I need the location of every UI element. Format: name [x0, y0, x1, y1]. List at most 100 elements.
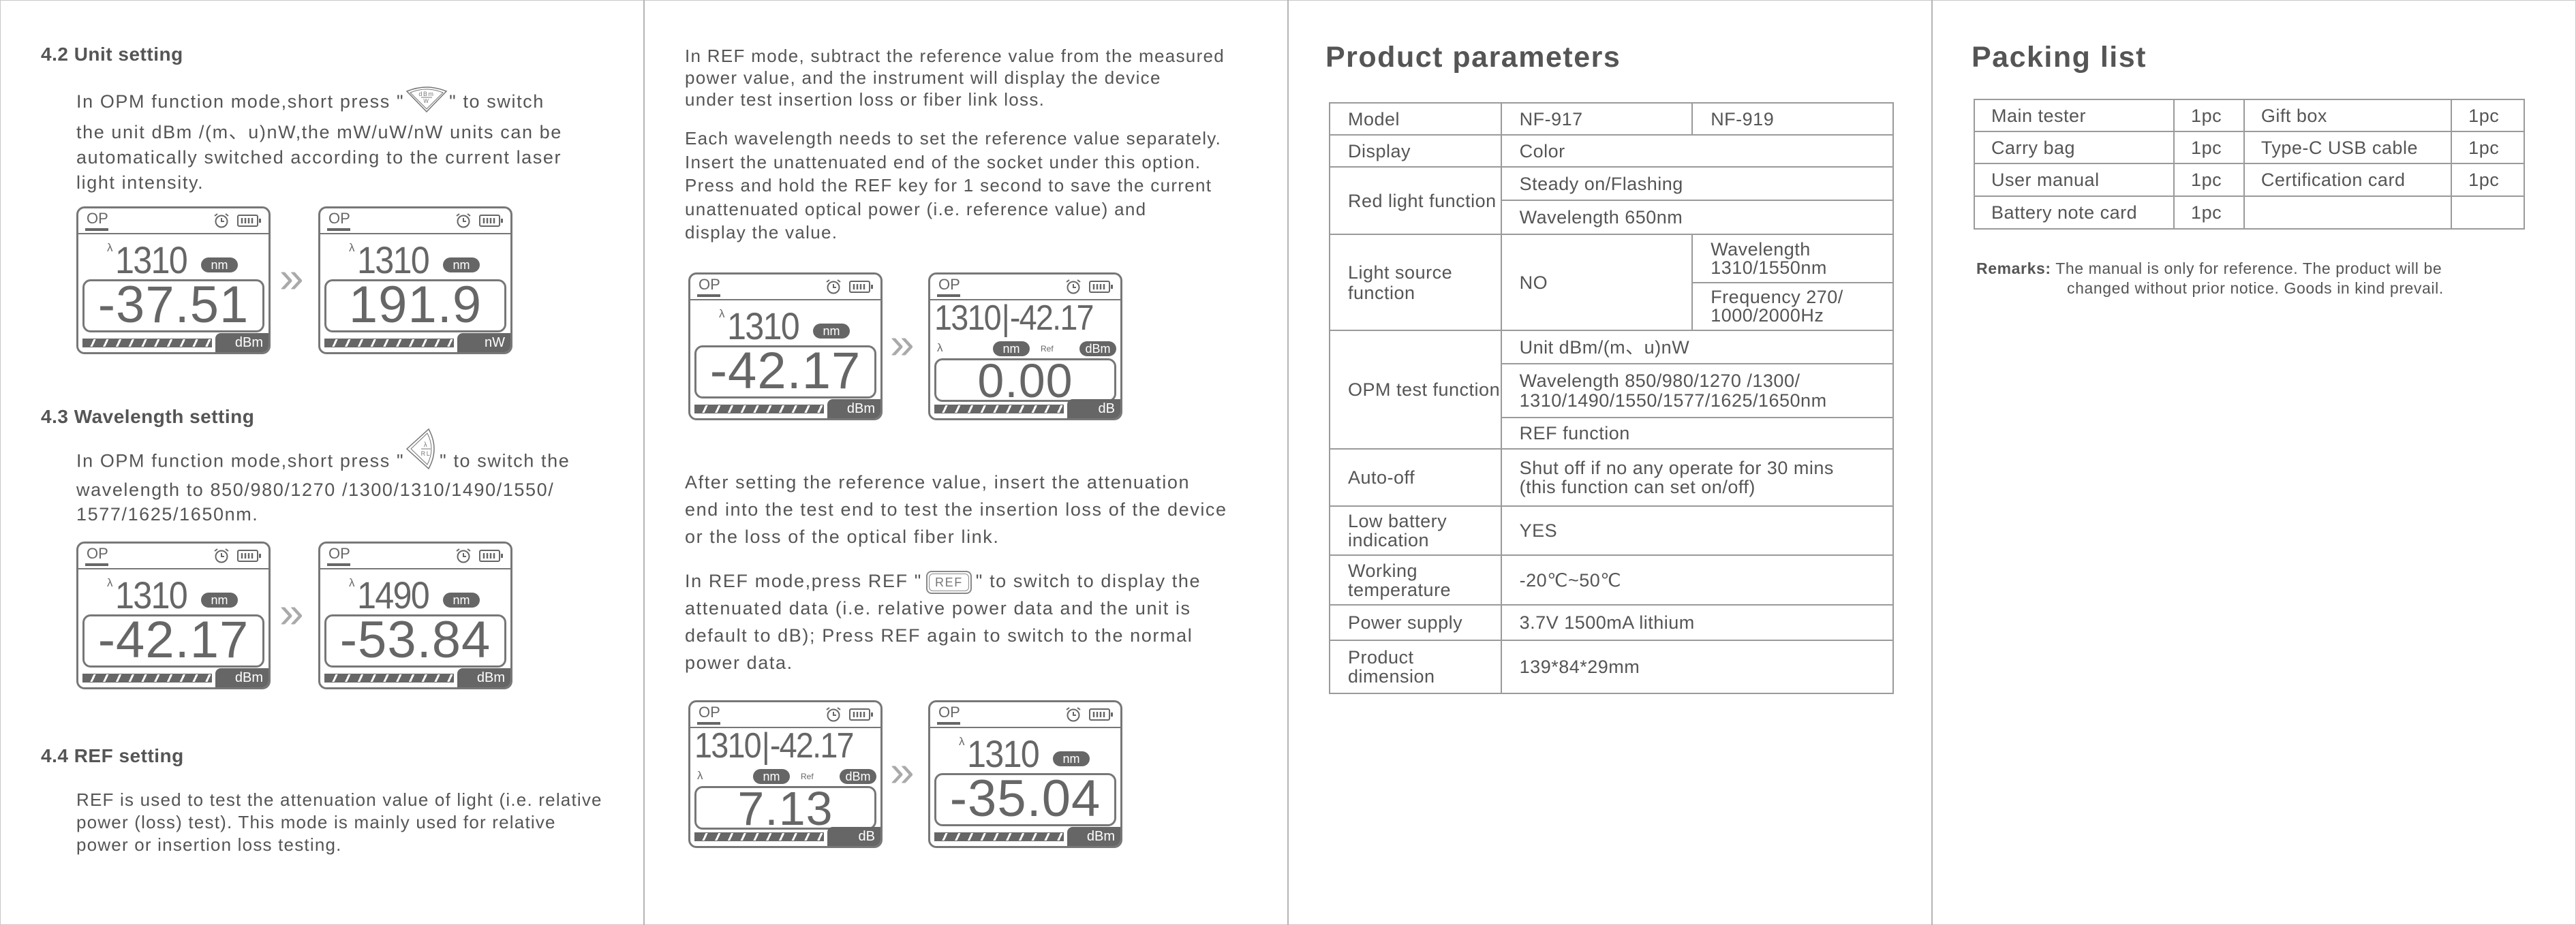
table-row: Auto-off Shut off if no any operate for 3…	[1329, 448, 1895, 507]
param-value: 3.7V 1500mA lithium	[1500, 604, 1895, 641]
ref-mode-text: In REF mode, subtract the reference valu…	[685, 45, 1225, 110]
ref-wavelength-text: Each wavelength needs to set the referen…	[685, 127, 1221, 245]
battery-icon	[237, 549, 262, 566]
param-label: Low battery indication	[1329, 505, 1502, 556]
lcd-screen: OP 1310|-42.17 λ nm Ref dBm 0.00 dB	[928, 272, 1122, 420]
battery-icon	[479, 549, 504, 566]
lambda-label: λ	[107, 576, 113, 589]
param-value: Wavelength 1310/1550nm	[1691, 234, 1894, 283]
ref-setting-text: REF is used to test the attenuation valu…	[76, 789, 602, 856]
lcd-mode-label: OP	[938, 704, 960, 721]
lcd-screen: OP λ 1310 nm -42.17 dBm	[688, 272, 883, 420]
param-value: 139*84*29mm	[1500, 640, 1895, 694]
lambda-rl-key-icon: λ RL	[404, 426, 440, 477]
lcd-value: -42.17	[82, 614, 264, 668]
alarm-clock-icon	[825, 279, 842, 298]
lcd-nm-badge: nm	[201, 257, 238, 272]
lcd-header: OP	[690, 275, 880, 300]
table-row: Frequency 270/ 1000/2000Hz	[1330, 282, 1894, 331]
lcd-mode-underline	[937, 722, 960, 725]
text: In OPM function mode,short press "	[76, 450, 405, 471]
page-title: Packing list	[1972, 41, 2147, 74]
unit-setting-text: In OPM function mode,short press " dBm W " …	[76, 86, 562, 195]
section-title-ref-setting: 4.4 REF setting	[41, 745, 184, 766]
lcd-header: OP	[320, 544, 510, 569]
lcd-nm-badge: nm	[1053, 751, 1090, 766]
remarks-text: changed without prior notice. Goods in k…	[2067, 279, 2444, 297]
lcd-mode-label: OP	[87, 210, 108, 227]
section-title-wavelength-setting: 4.3 Wavelength setting	[41, 406, 255, 427]
wavelength-setting-text: In OPM function mode,short press " λ RL " t…	[76, 428, 570, 527]
lcd-value: -42.17	[694, 345, 876, 398]
alarm-clock-icon	[825, 706, 842, 726]
lcd-wavelength: 1310	[357, 238, 430, 281]
lcd-unit: dBm	[457, 668, 510, 687]
lcd-mode-underline	[697, 294, 720, 297]
alarm-clock-icon	[455, 213, 472, 232]
lcd-mode-label: OP	[328, 545, 350, 562]
alarm-clock-icon	[213, 548, 230, 567]
param-value: REF function	[1500, 417, 1895, 450]
param-value: Wavelength 650nm	[1500, 200, 1895, 235]
item-name: User manual	[1973, 163, 2175, 197]
lcd-value: -53.84	[324, 614, 506, 668]
lcd-unit: dBm	[215, 333, 269, 352]
text-line: the unit dBm /(m、u)nW,the mW/uW/nW units…	[76, 122, 562, 142]
svg-text:λ: λ	[424, 441, 429, 449]
text: In REF mode,press REF "	[685, 571, 922, 591]
lcd-ref-label: Ref	[801, 772, 814, 781]
table-row: Model NF-917 NF-919	[1329, 102, 1894, 136]
item-name: Type-C USB cable	[2243, 131, 2453, 164]
lambda-label: λ	[959, 735, 965, 748]
lcd-separator: |	[761, 726, 770, 766]
battery-icon	[1089, 708, 1114, 725]
lcd-signal-bar	[82, 674, 212, 683]
lcd-nm-badge: nm	[443, 257, 480, 272]
lcd-header: OP	[930, 702, 1120, 728]
item-qty	[2451, 195, 2525, 230]
param-value: NF-919	[1691, 102, 1894, 136]
lcd-separator: |	[1001, 298, 1010, 338]
param-label: Light source function	[1329, 234, 1502, 331]
lcd-signal-bar	[324, 339, 454, 347]
text-line: wavelength to 850/980/1270 /1300/1310/14…	[76, 480, 555, 500]
lcd-mode-label: OP	[938, 276, 960, 293]
lcd-mode-label: OP	[699, 704, 720, 721]
lcd-unit: dBm	[827, 399, 880, 418]
lcd-ref-row: 1310|-42.17	[694, 726, 855, 766]
lcd-unit: dBm	[1067, 827, 1120, 846]
param-value: NF-917	[1500, 102, 1693, 136]
text: " to switch	[449, 91, 545, 112]
param-label: Auto-off	[1329, 448, 1502, 507]
item-qty: 1pc	[2173, 99, 2245, 132]
lcd-unit: dBm	[215, 668, 269, 687]
lcd-signal-bar	[934, 832, 1064, 841]
text-line: light intensity.	[76, 172, 204, 193]
lcd-wavelength: 1310	[934, 298, 1002, 338]
text-line: Press and hold the REF key for 1 second …	[685, 175, 1212, 195]
table-row: Red light function Steady on/Flashing	[1329, 166, 1895, 235]
lcd-wavelength: 1310	[115, 238, 188, 281]
ref-key-icon: REF	[925, 570, 972, 594]
text-line: or the loss of the optical fiber link.	[685, 527, 1000, 547]
double-chevron-right-icon: »	[890, 319, 915, 368]
item-name: Certification card	[2243, 163, 2453, 197]
lcd-mode-underline	[937, 294, 960, 297]
text-line: power value, and the instrument will dis…	[685, 67, 1161, 88]
text-line: Insert the unattenuated end of the socke…	[685, 151, 1201, 172]
lcd-mode-underline	[327, 228, 350, 231]
param-label: Model	[1329, 102, 1502, 136]
table-row: Main tester 1pc Gift box 1pc	[1973, 99, 2525, 132]
lcd-mode-underline	[697, 722, 720, 725]
table-row: User manual 1pc Certification card 1pc	[1973, 163, 2525, 197]
param-value: -20℃~50℃	[1500, 554, 1895, 606]
alarm-clock-icon	[1064, 706, 1082, 726]
lcd-wavelength: 1310	[115, 574, 188, 616]
svg-text:W: W	[424, 98, 430, 104]
table-row: Wavelength 650nm	[1330, 200, 1895, 235]
item-qty: 1pc	[2173, 131, 2245, 164]
text-line: REF is used to test the attenuation valu…	[76, 789, 602, 810]
text-line: end into the test end to test the insert…	[685, 499, 1227, 520]
lcd-wavelength: 1310	[967, 732, 1040, 775]
lambda-label: λ	[937, 341, 943, 354]
